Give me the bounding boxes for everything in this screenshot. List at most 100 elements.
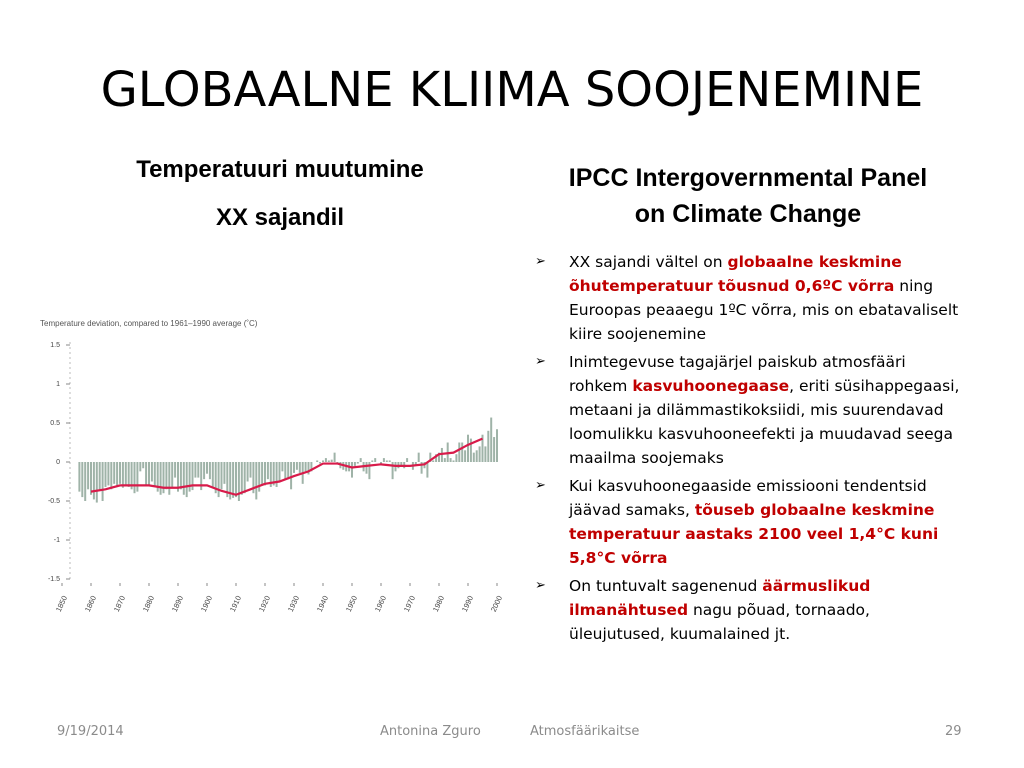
bar	[353, 462, 356, 466]
bar	[380, 462, 382, 464]
footer-author: Antonina Zguro	[380, 724, 481, 739]
bar	[203, 462, 206, 480]
bar	[95, 462, 98, 503]
bar	[92, 462, 95, 500]
bar	[104, 462, 107, 487]
bar	[243, 462, 246, 494]
bar	[356, 462, 359, 464]
bar	[374, 458, 377, 462]
bar	[388, 460, 391, 462]
x-tick-label: 1930	[286, 594, 301, 613]
bar	[493, 437, 496, 462]
bar	[159, 462, 162, 495]
bar	[484, 446, 487, 462]
bar	[127, 462, 130, 487]
bar	[327, 460, 330, 462]
x-tick-label: 1960	[373, 594, 388, 613]
x-tick-label: 1880	[141, 594, 156, 613]
right-heading: IPCC Intergovernmental Panel on Climate …	[520, 160, 976, 232]
bullet-text: Inimtegevuse tagajärjel paiskub atmosfää…	[569, 353, 906, 395]
bar	[261, 462, 264, 486]
bar	[171, 462, 174, 487]
bullet: Inimtegevuse tagajärjel paiskub atmosfää…	[533, 350, 963, 470]
bar	[307, 462, 310, 475]
bar	[272, 462, 275, 486]
bar	[237, 462, 240, 501]
bar	[284, 462, 287, 480]
y-tick-label: -1.5	[48, 576, 60, 583]
x-tick-label: 1900	[199, 594, 214, 613]
bar	[426, 462, 429, 478]
bar	[232, 462, 235, 498]
bar	[293, 462, 295, 473]
bar	[414, 462, 417, 466]
bar	[385, 460, 388, 462]
bar	[481, 434, 484, 462]
bar	[90, 462, 92, 495]
bullet: XX sajandi vältel on globaalne keskmine …	[533, 250, 963, 346]
bar	[266, 462, 269, 480]
bar	[139, 462, 142, 472]
bar	[150, 462, 153, 482]
bar	[84, 462, 87, 501]
bar	[264, 462, 266, 486]
emphasis-text: kasvuhoonegaase	[632, 377, 790, 395]
bar	[185, 462, 188, 498]
bar	[290, 462, 293, 490]
bullet-text: , eriti süsihappegaasi, metaani ja diläm…	[569, 377, 960, 467]
bar	[191, 462, 194, 491]
y-tick-label: 0.5	[50, 420, 60, 427]
bar	[177, 462, 179, 492]
emphasis-text: äärmuslikud ilmanähtused	[569, 577, 871, 619]
bar	[162, 462, 165, 494]
x-tick-label: 1910	[228, 594, 243, 613]
bullet: On tuntuvalt sagenenud äärmuslikud ilman…	[533, 574, 963, 646]
bar	[78, 462, 81, 492]
bar	[240, 462, 243, 495]
bar	[188, 462, 191, 492]
x-tick-label: 1980	[431, 594, 446, 613]
bar	[200, 462, 203, 491]
x-tick-label: 1870	[112, 594, 127, 613]
emphasis-text: globaalne keskmine õhutemperatuur tõusnu…	[569, 253, 902, 295]
footer-page: 29	[945, 724, 962, 739]
y-tick-label: 0	[56, 459, 60, 466]
bar	[174, 462, 177, 478]
bar	[278, 462, 281, 482]
bar	[496, 429, 498, 462]
bar	[330, 459, 333, 462]
left-heading: Temperatuuri muutumine XX sajandil	[60, 146, 500, 242]
bar	[116, 462, 119, 486]
x-tick-label: 1920	[257, 594, 272, 613]
bar	[298, 462, 301, 473]
slide-title: GLOBAALNE KLIIMA SOOJENEMINE	[100, 62, 924, 118]
bullet-text: XX sajandi vältel on	[569, 253, 728, 271]
bar	[182, 462, 185, 495]
bar	[461, 442, 464, 462]
bar	[304, 462, 307, 472]
bar	[235, 462, 237, 498]
bar	[258, 462, 261, 492]
y-tick-label: -1	[54, 537, 60, 544]
bar	[81, 462, 84, 498]
bar	[295, 462, 298, 470]
bar	[464, 450, 467, 462]
bar	[208, 462, 211, 480]
chart-title: Temperature deviation, compared to 1961–…	[40, 319, 258, 328]
bar	[246, 462, 249, 482]
bar	[110, 462, 113, 490]
bar	[455, 454, 458, 462]
bar	[487, 430, 490, 462]
bar	[249, 462, 252, 478]
bar	[148, 462, 150, 486]
bullet-text: Kui kasvuhoonegaaside emissiooni tendent…	[569, 477, 927, 519]
bullet-list: XX sajandi vältel on globaalne keskmine …	[533, 250, 963, 650]
x-tick-label: 1990	[460, 594, 475, 613]
bar	[368, 462, 371, 480]
bar	[119, 462, 121, 484]
bar	[197, 462, 200, 478]
bar	[382, 458, 385, 462]
y-tick-label: 1.5	[50, 342, 60, 349]
bar	[87, 462, 90, 490]
